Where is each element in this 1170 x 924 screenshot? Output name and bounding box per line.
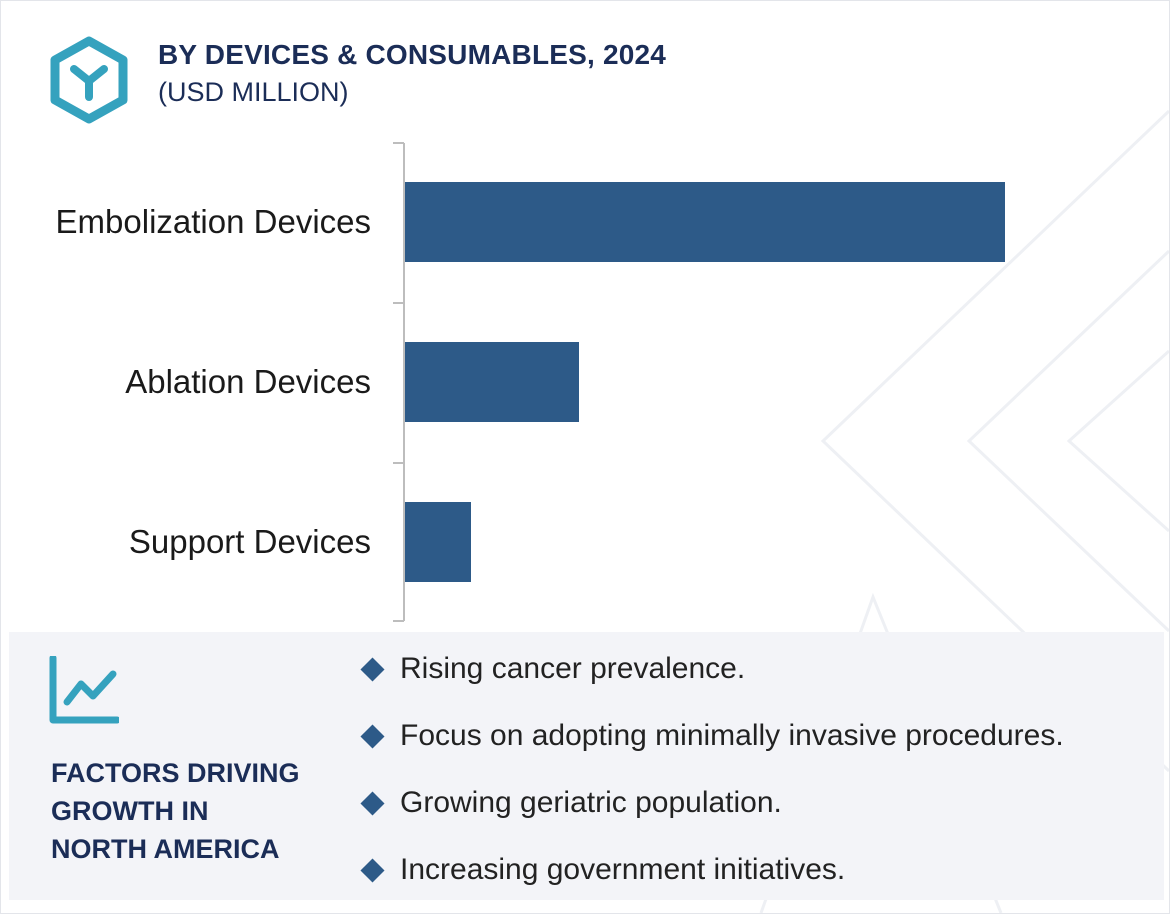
factor-item: Focus on adopting minimally invasive pro… [360, 719, 1064, 753]
chart-subtitle: (USD MILLION) [158, 77, 349, 107]
diamond-bullet-icon [360, 857, 385, 883]
bar [405, 502, 471, 582]
factors-panel: FACTORS DRIVING GROWTH IN NORTH AMERICA … [9, 632, 1164, 900]
factors-title-line: FACTORS DRIVING [51, 758, 300, 788]
line-chart-icon [49, 656, 119, 724]
factor-text: Focus on adopting minimally invasive pro… [400, 719, 1064, 752]
bar [405, 182, 1005, 262]
diamond-bullet-icon [360, 790, 385, 816]
factors-title: FACTORS DRIVING GROWTH IN NORTH AMERICA [51, 754, 321, 868]
factors-title-line: GROWTH IN [51, 796, 209, 826]
category-label: Ablation Devices [125, 363, 371, 400]
bar [405, 342, 579, 422]
factors-title-line: NORTH AMERICA [51, 834, 280, 864]
bar-chart: Embolization Devices Ablation Devices Supp… [56, 142, 1005, 622]
diamond-bullet-icon [360, 723, 385, 749]
chart-header: BY DEVICES & CONSUMABLES, 2024 (USD MILL… [1, 1, 1169, 131]
cube-hexagon-icon [50, 36, 128, 124]
factor-text: Increasing government initiatives. [400, 853, 846, 886]
factor-item: Increasing government initiatives. [360, 853, 846, 887]
factor-text: Rising cancer prevalence. [400, 652, 746, 685]
chart-title: BY DEVICES & CONSUMABLES, 2024 [158, 39, 667, 70]
factor-item: Rising cancer prevalence. [360, 652, 746, 686]
category-label: Support Devices [129, 523, 371, 560]
diamond-bullet-icon [360, 656, 385, 682]
factor-item: Growing geriatric population. [360, 786, 782, 820]
category-label: Embolization Devices [56, 203, 371, 240]
factor-text: Growing geriatric population. [400, 786, 782, 819]
